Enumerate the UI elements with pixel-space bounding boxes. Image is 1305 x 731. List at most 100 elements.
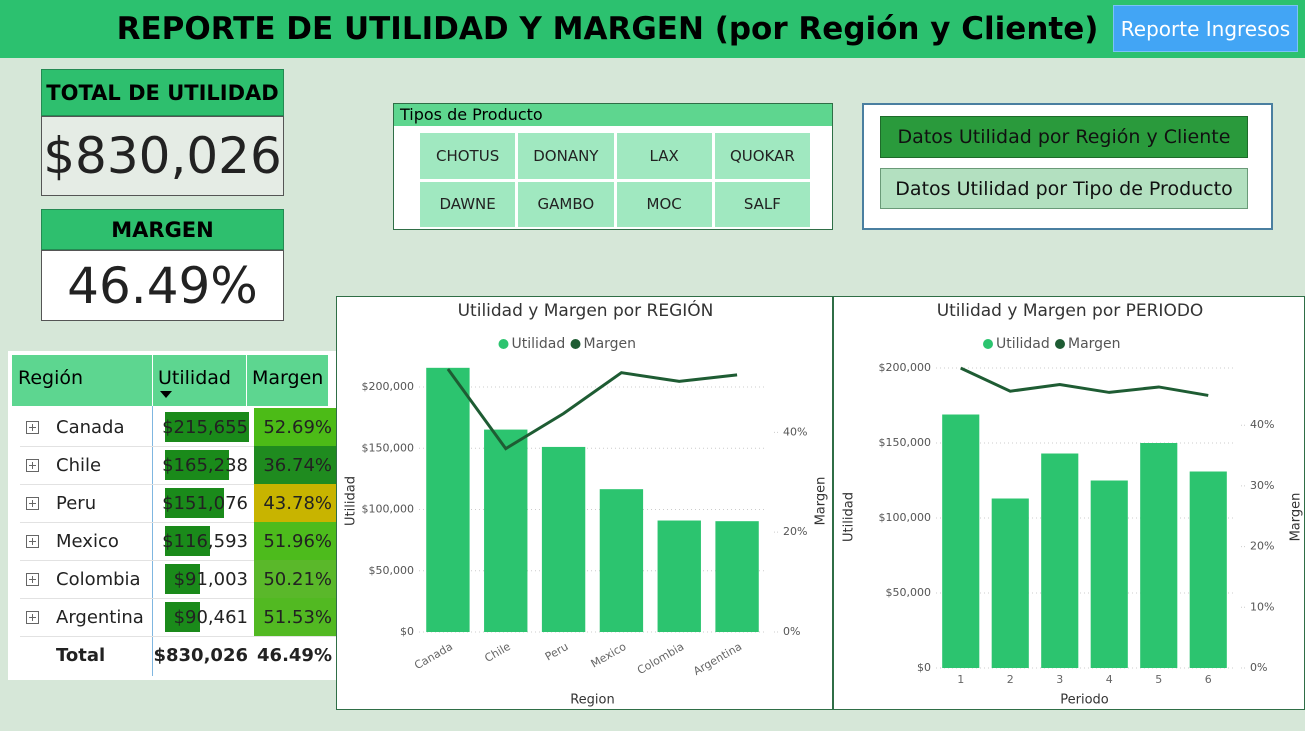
x-tick-label: 1	[957, 673, 964, 686]
table-header: Región Utilidad Margen	[12, 355, 328, 406]
legend-marker	[983, 339, 993, 349]
bar	[942, 414, 980, 668]
margen-cell: 51.96%	[254, 522, 336, 560]
page-title: REPORTE DE UTILIDAD Y MARGEN (por Región…	[116, 11, 1099, 47]
slicer-item[interactable]: QUOKAR	[714, 133, 810, 179]
table-row: Colombia $91,003 50.21%	[20, 560, 336, 599]
y2-axis-label: Margen	[814, 477, 829, 526]
margen-value: 51.53%	[263, 606, 332, 628]
region-name: Argentina	[56, 606, 144, 628]
bar	[991, 498, 1029, 668]
x-axis-label: Periodo	[1060, 693, 1109, 708]
databar	[165, 602, 201, 632]
expand-plus	[32, 538, 33, 545]
bar	[541, 446, 586, 632]
region-table: Región Utilidad Margen Canada $215,655 52.…	[8, 351, 336, 680]
bar	[657, 520, 701, 632]
y-tick-label: $0	[400, 625, 414, 638]
table-row: Mexico $116,593 51.96%	[20, 522, 336, 561]
header-bar: REPORTE DE UTILIDAD Y MARGEN (por Región…	[0, 0, 1305, 58]
legend-marker	[1055, 339, 1065, 349]
y2-tick-label: 10%	[1250, 600, 1274, 613]
margen-value: 36.74%	[263, 454, 332, 476]
y-axis-label: Utilidad	[842, 492, 857, 542]
slicer-item[interactable]: CHOTUS	[420, 133, 516, 179]
expand-plus	[32, 500, 33, 507]
slicer-item[interactable]: LAX	[616, 133, 712, 179]
expand-icon[interactable]	[26, 573, 39, 586]
utilidad-value: $91,003	[173, 568, 248, 590]
expand-plus	[32, 614, 33, 621]
table-row: Chile $165,238 36.74%	[20, 446, 336, 485]
expand-icon[interactable]	[26, 497, 39, 510]
slicer-item[interactable]: DONANY	[518, 133, 614, 179]
table-row: Canada $215,655 52.69%	[20, 408, 336, 447]
expand-icon[interactable]	[26, 611, 39, 624]
y2-tick-label: 40%	[1250, 418, 1274, 431]
y-tick-label: $100,000	[362, 503, 415, 516]
y2-tick-label: 20%	[1250, 540, 1274, 553]
margin-line	[960, 366, 1209, 397]
margen-value: 52.69%	[263, 416, 332, 438]
y-tick-label: $0	[917, 661, 931, 674]
slicer-title: Tipos de Producto	[394, 104, 832, 126]
expand-icon[interactable]	[26, 421, 39, 434]
region-name: Mexico	[56, 530, 119, 552]
nav-panel: Datos Utilidad por Región y Cliente Dato…	[862, 103, 1273, 230]
slicer-item[interactable]: MOC	[616, 181, 712, 227]
bar	[599, 489, 644, 632]
y-tick-label: $50,000	[886, 586, 932, 599]
databar	[165, 450, 230, 480]
kpi-label: MARGEN	[41, 209, 284, 250]
expand-icon[interactable]	[26, 459, 39, 472]
margen-value: 43.78%	[263, 492, 332, 514]
nav-button[interactable]: Datos Utilidad por Tipo de Producto	[880, 168, 1248, 209]
column-header[interactable]: Utilidad	[158, 367, 231, 389]
y-axis-label: Utilidad	[344, 476, 359, 526]
y2-tick-label: 0%	[783, 625, 800, 638]
y2-tick-label: 20%	[783, 525, 807, 538]
region-name: Peru	[56, 492, 97, 514]
column-header[interactable]: Margen	[252, 367, 324, 389]
total-row: Total $830,026 46.49%	[20, 636, 336, 674]
margen-cell: 43.78%	[254, 484, 336, 522]
divider	[246, 355, 247, 406]
kpi-value: $830,026	[41, 116, 284, 196]
bar	[1140, 443, 1178, 668]
slicer-item[interactable]: SALF	[714, 181, 810, 227]
y2-axis-label: Margen	[1289, 493, 1304, 542]
bar	[715, 521, 759, 632]
chart-panel: Utilidad y Margen por PERIODO Utilidad Mar…	[833, 296, 1305, 710]
column-header[interactable]: Región	[18, 367, 84, 389]
total-label: Total	[56, 644, 106, 666]
y-tick-label: $150,000	[362, 441, 415, 454]
expand-icon[interactable]	[26, 535, 39, 548]
chart-title: Utilidad y Margen por PERIODO	[937, 301, 1204, 321]
expand-plus	[32, 462, 33, 469]
utilidad-value: $90,461	[173, 606, 248, 628]
databar	[165, 564, 201, 594]
bar	[1041, 453, 1079, 668]
slicer-item[interactable]: DAWNE	[420, 181, 516, 227]
y-tick-label: $50,000	[369, 564, 415, 577]
chart: Utilidad y Margen por REGIÓN Utilidad Marg…	[344, 299, 829, 708]
x-tick-label: Mexico	[589, 640, 629, 671]
x-tick-label: 2	[1007, 673, 1014, 686]
x-tick-label: Peru	[543, 640, 571, 664]
slicer: Tipos de Producto CHOTUS DONANY LAX QUOKAR D…	[393, 103, 833, 230]
bar	[484, 429, 528, 632]
y-tick-label: $150,000	[879, 436, 932, 449]
legend-marker	[570, 339, 581, 349]
margen-cell: 51.53%	[254, 598, 336, 636]
x-tick-label: 6	[1205, 673, 1212, 686]
total-utilidad: $830,026	[153, 644, 248, 666]
legend-label: Margen	[1068, 336, 1121, 352]
legend-label: Utilidad	[512, 336, 566, 352]
nav-button[interactable]: Datos Utilidad por Región y Cliente	[880, 116, 1248, 158]
slicer-item[interactable]: GAMBO	[518, 181, 614, 227]
x-tick-label: Chile	[482, 640, 513, 665]
y2-tick-label: 40%	[783, 425, 807, 438]
margen-value: 51.96%	[263, 530, 332, 552]
report-button[interactable]: Reporte Ingresos	[1113, 5, 1298, 52]
